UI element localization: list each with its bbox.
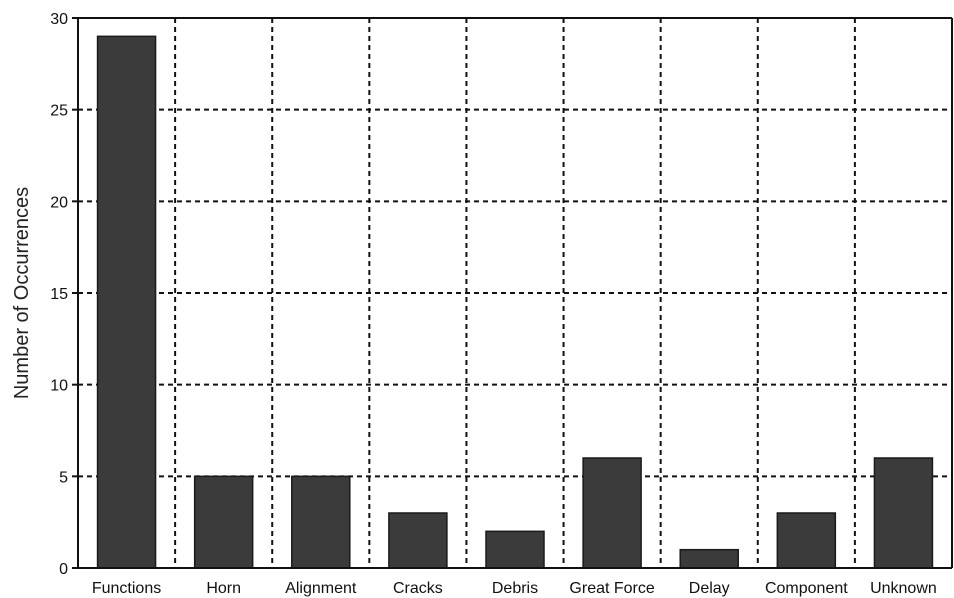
y-tick-label: 25 bbox=[50, 103, 68, 120]
x-tick-label: Debris bbox=[492, 580, 538, 597]
x-tick-label: Component bbox=[765, 580, 848, 597]
bar-cracks bbox=[388, 512, 448, 569]
bar-horn bbox=[193, 475, 254, 569]
x-tick-label: Delay bbox=[689, 580, 730, 597]
bar-alignment bbox=[291, 475, 351, 569]
x-tick-labels: Functions Horn Alignment Cracks Debris Great … bbox=[92, 580, 937, 597]
y-tick-label: 15 bbox=[50, 286, 68, 303]
bar-functions bbox=[96, 35, 157, 569]
x-tick-label: Functions bbox=[92, 580, 161, 597]
bar-component bbox=[776, 512, 837, 569]
y-tick-label: 10 bbox=[50, 378, 68, 395]
y-tick-label: 20 bbox=[50, 194, 68, 211]
x-tick-label: Great Force bbox=[569, 580, 654, 597]
y-tick-label: 30 bbox=[50, 11, 68, 28]
bar-delay bbox=[679, 548, 739, 569]
x-tick-label: Unknown bbox=[870, 580, 937, 597]
x-tick-label: Horn bbox=[206, 580, 241, 597]
y-tick-labels: 0 5 10 15 20 25 30 bbox=[50, 11, 68, 578]
y-tick-label: 0 bbox=[59, 561, 68, 578]
bar-unknown bbox=[873, 457, 934, 569]
y-tick-label: 5 bbox=[59, 469, 68, 486]
bars bbox=[96, 35, 934, 569]
bar-great-force bbox=[582, 457, 642, 569]
gridlines bbox=[78, 18, 952, 568]
x-tick-label: Alignment bbox=[285, 580, 357, 597]
y-axis-label: Number of Occurrences bbox=[11, 187, 33, 399]
x-tick-label: Cracks bbox=[393, 580, 443, 597]
bar-debris bbox=[485, 530, 545, 569]
axes bbox=[72, 17, 953, 569]
